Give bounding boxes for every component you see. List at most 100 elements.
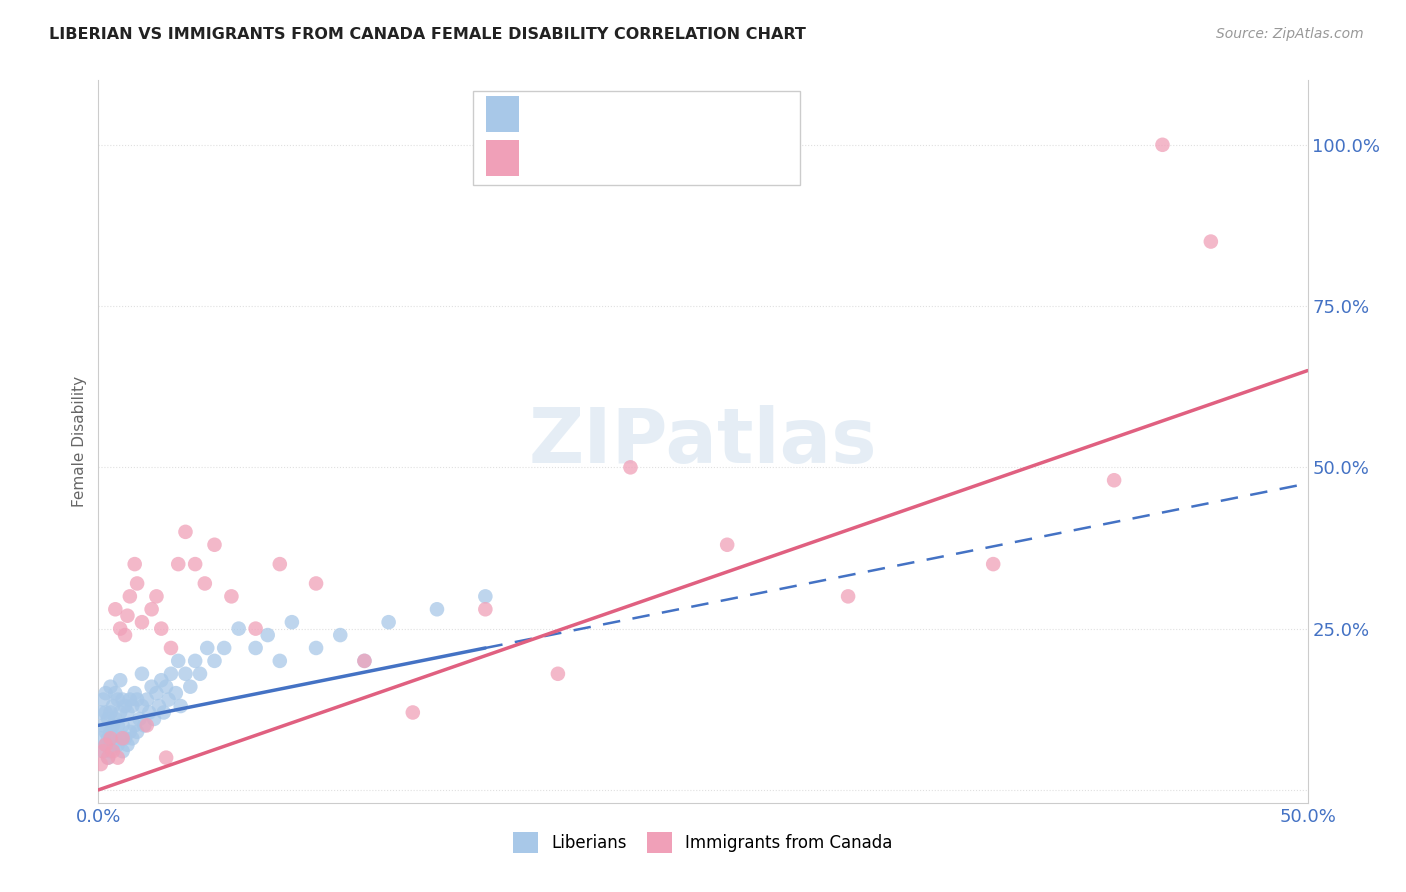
Point xyxy=(108,706,131,720)
Point xyxy=(329,628,352,642)
Point xyxy=(169,699,191,714)
Point xyxy=(152,706,174,720)
Point xyxy=(104,686,127,700)
Point xyxy=(100,680,122,694)
Point xyxy=(94,724,117,739)
Point xyxy=(474,602,496,616)
Point xyxy=(305,640,328,655)
Point xyxy=(131,666,153,681)
Point xyxy=(107,692,129,706)
Point xyxy=(184,654,207,668)
Point xyxy=(188,666,211,681)
Point xyxy=(143,712,166,726)
Point xyxy=(141,602,163,616)
Point xyxy=(97,750,120,764)
Point xyxy=(212,640,235,655)
Point xyxy=(148,699,170,714)
Point xyxy=(111,744,134,758)
Point xyxy=(1152,137,1174,152)
Point xyxy=(160,640,183,655)
Point xyxy=(124,557,146,571)
Text: ZIPatlas: ZIPatlas xyxy=(529,405,877,478)
Point xyxy=(100,724,122,739)
Point xyxy=(91,692,114,706)
Point xyxy=(108,731,131,746)
Y-axis label: Female Disability: Female Disability xyxy=(72,376,87,508)
Point xyxy=(114,628,136,642)
Point xyxy=(194,576,217,591)
Point xyxy=(145,590,167,604)
Point xyxy=(179,680,201,694)
Point xyxy=(107,750,129,764)
Point xyxy=(127,576,149,591)
Point xyxy=(141,680,163,694)
Point xyxy=(377,615,399,630)
Point xyxy=(94,706,117,720)
Point xyxy=(91,744,114,758)
Point xyxy=(111,731,134,746)
Point xyxy=(101,744,124,758)
Point xyxy=(135,718,157,732)
Point xyxy=(118,590,141,604)
Point xyxy=(117,608,139,623)
Point xyxy=(138,706,160,720)
Point xyxy=(108,673,131,688)
Point xyxy=(619,460,641,475)
Point xyxy=(101,718,124,732)
Point xyxy=(150,673,173,688)
Point xyxy=(131,699,153,714)
Point xyxy=(128,712,150,726)
Point xyxy=(245,640,267,655)
Point xyxy=(134,718,156,732)
Point xyxy=(117,738,139,752)
Point xyxy=(124,686,146,700)
Point xyxy=(100,744,122,758)
Point xyxy=(117,706,139,720)
Point xyxy=(353,654,375,668)
Point xyxy=(114,699,136,714)
Point xyxy=(127,724,149,739)
Point xyxy=(108,622,131,636)
Point xyxy=(114,731,136,746)
Point xyxy=(97,731,120,746)
Point xyxy=(127,692,149,706)
Point xyxy=(155,680,177,694)
Text: LIBERIAN VS IMMIGRANTS FROM CANADA FEMALE DISABILITY CORRELATION CHART: LIBERIAN VS IMMIGRANTS FROM CANADA FEMAL… xyxy=(49,27,806,42)
Point xyxy=(157,692,180,706)
Point xyxy=(269,654,291,668)
Point xyxy=(124,718,146,732)
Point xyxy=(160,666,183,681)
Point xyxy=(402,706,425,720)
Point xyxy=(101,738,124,752)
Point xyxy=(174,666,197,681)
Point xyxy=(97,712,120,726)
Point xyxy=(245,622,267,636)
Point xyxy=(167,557,190,571)
Point xyxy=(107,718,129,732)
Point xyxy=(94,686,117,700)
Point xyxy=(104,731,127,746)
Point xyxy=(91,744,114,758)
Point xyxy=(184,557,207,571)
Text: Source: ZipAtlas.com: Source: ZipAtlas.com xyxy=(1216,27,1364,41)
Point xyxy=(90,731,112,746)
Point xyxy=(981,557,1004,571)
Point xyxy=(121,699,143,714)
Point xyxy=(145,686,167,700)
Point xyxy=(305,576,328,591)
Point xyxy=(1199,235,1222,249)
Point xyxy=(104,602,127,616)
Point xyxy=(90,757,112,772)
Point xyxy=(94,738,117,752)
Point xyxy=(228,622,250,636)
Point xyxy=(94,738,117,752)
Point xyxy=(167,654,190,668)
Point xyxy=(111,718,134,732)
Point xyxy=(426,602,449,616)
Point xyxy=(155,750,177,764)
Point xyxy=(837,590,859,604)
Point xyxy=(90,706,112,720)
Point xyxy=(121,731,143,746)
Point xyxy=(150,622,173,636)
Point xyxy=(97,750,120,764)
